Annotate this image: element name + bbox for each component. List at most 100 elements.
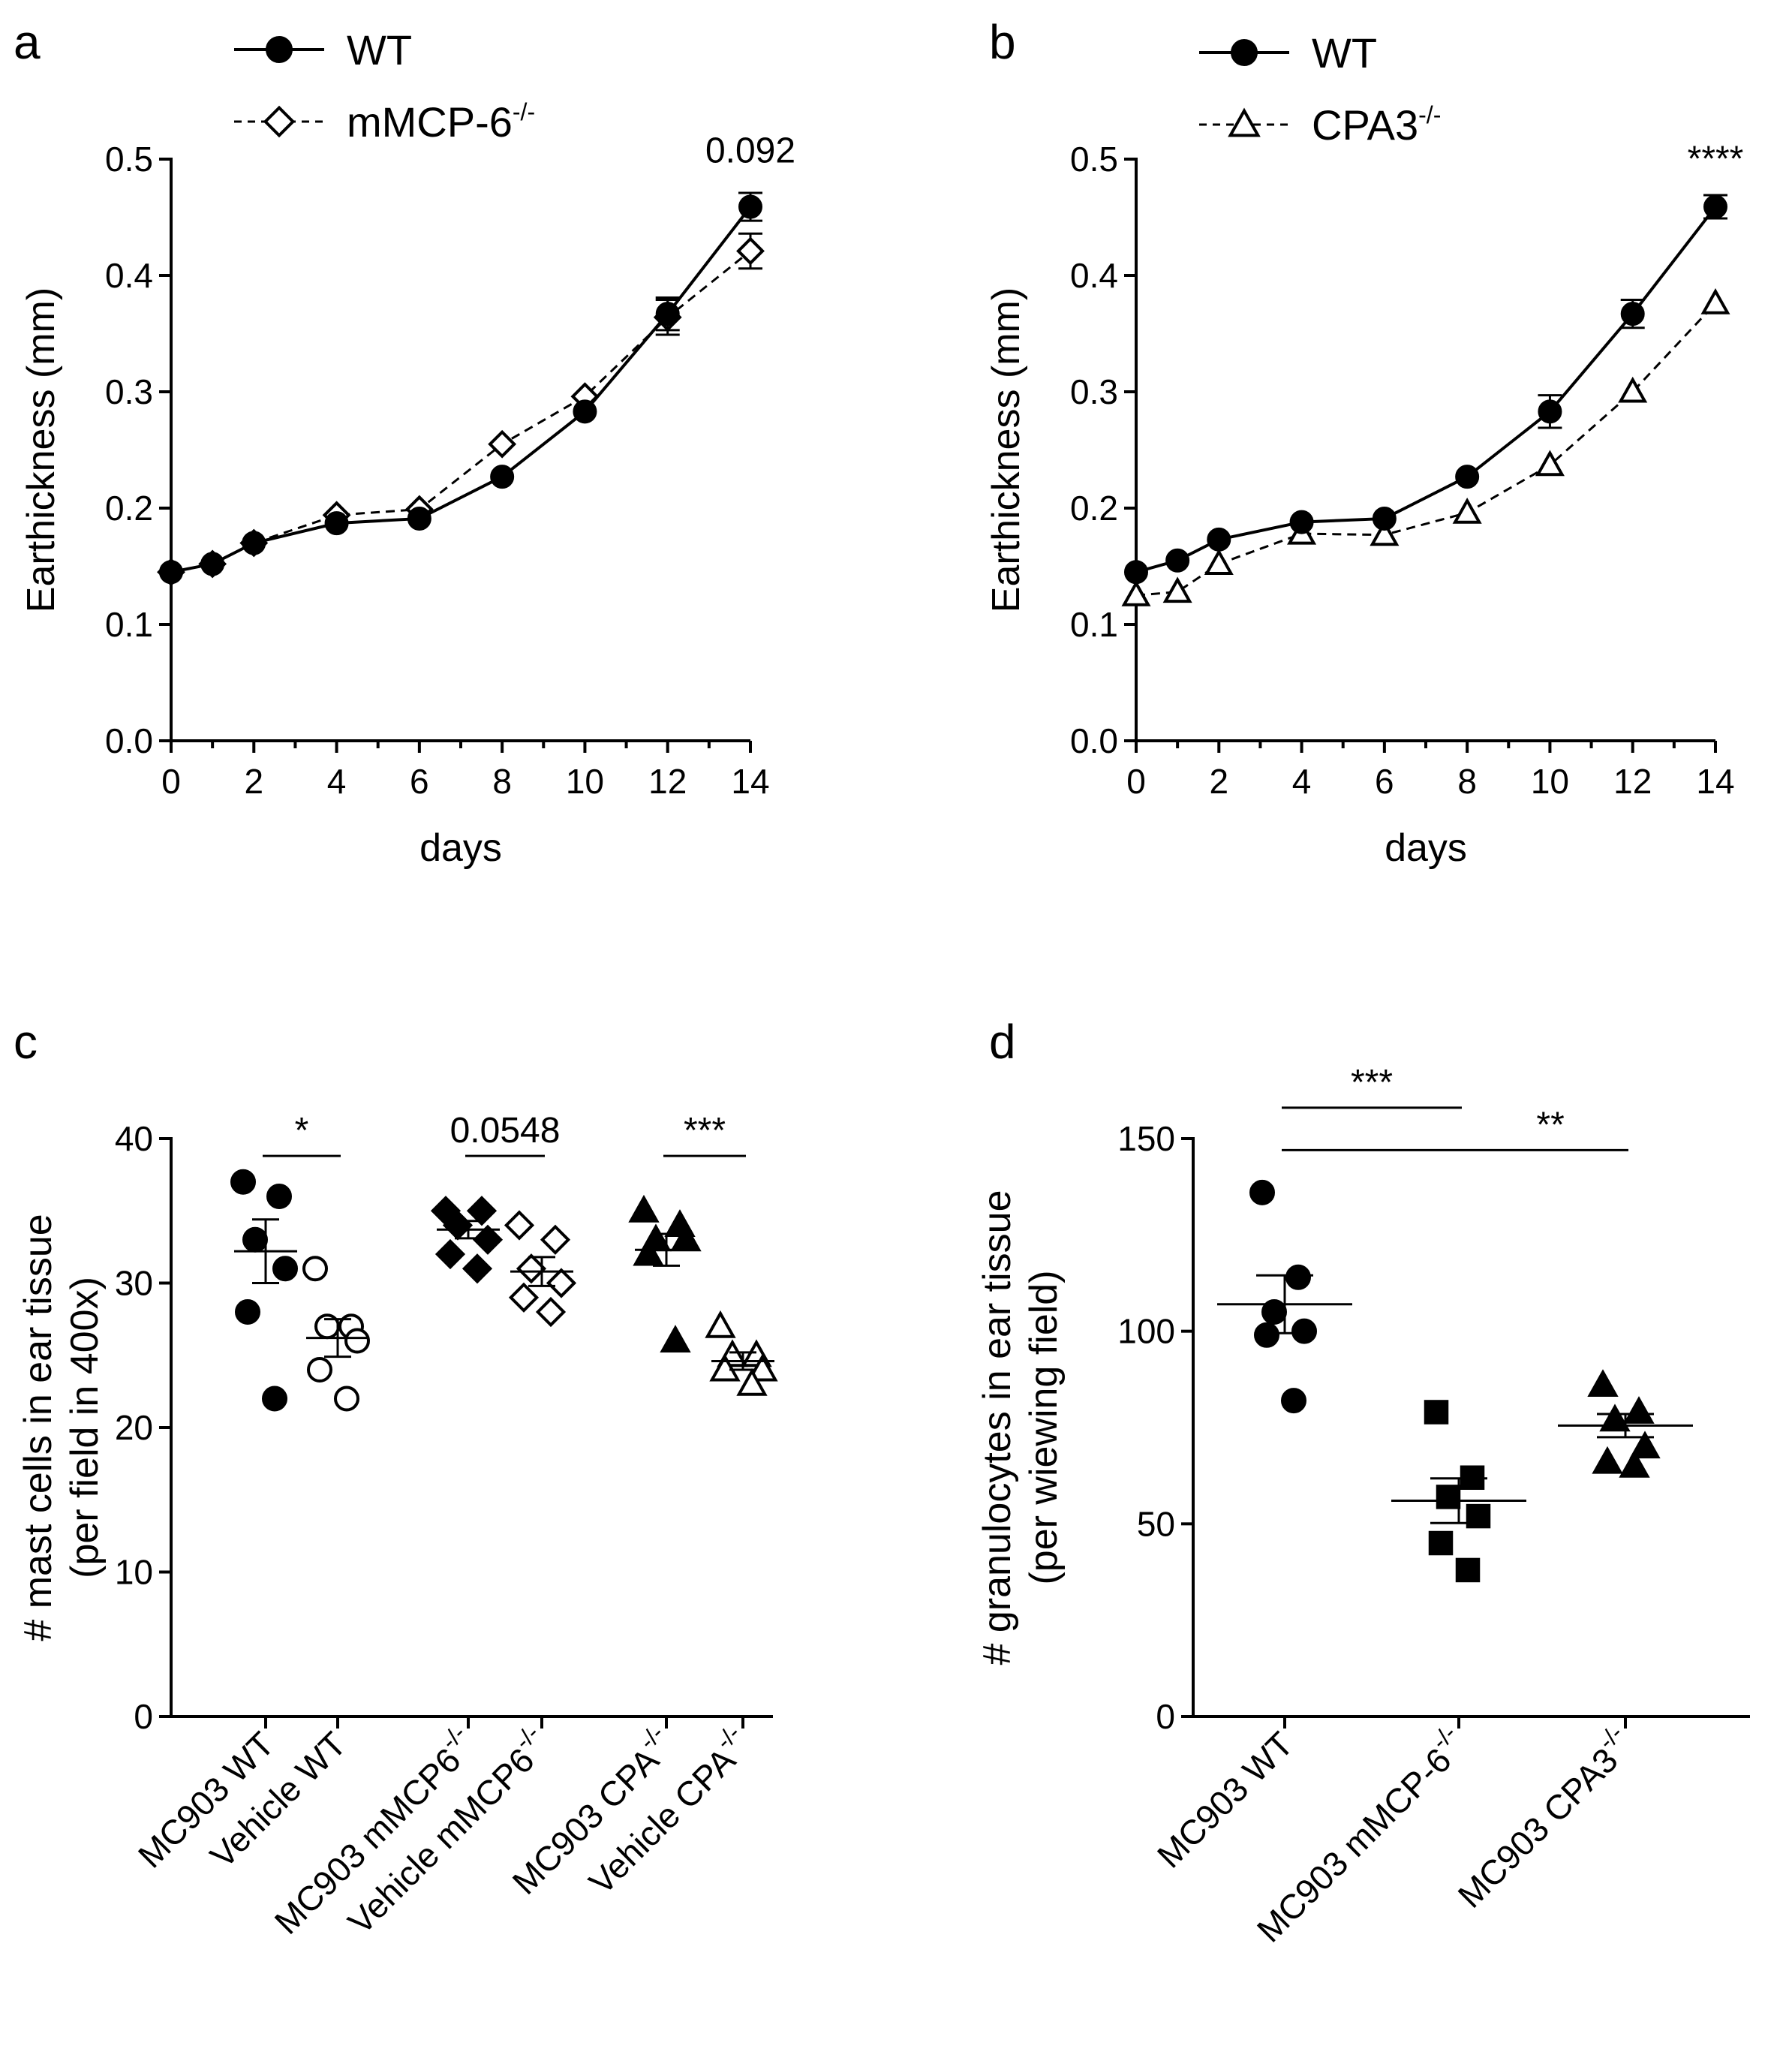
panel-a-series-0-point	[407, 506, 431, 531]
panel-c-y-axis-title: (per field in 400x)	[63, 1277, 107, 1578]
panel-b-series-0-point	[1703, 194, 1727, 219]
panel-a-y-tick-label: 0.5	[105, 140, 153, 179]
panel-c-group-2-point	[434, 1238, 466, 1270]
panel-c-chart: 0 10 20 30 40 # mast cells in ear tissue (per …	[17, 1111, 778, 1942]
panel-b-series-0-point	[1289, 510, 1314, 534]
panel-c-y-tick-label: 40	[115, 1119, 153, 1158]
panel-d-group-1-point	[1428, 1530, 1454, 1556]
panel-d-group-1-point	[1436, 1485, 1461, 1509]
panel-a-y-tick-label: 0.0	[105, 721, 153, 760]
panel-d-group-2-point	[1623, 1396, 1655, 1424]
panel-a-x-tick-label: 4	[327, 762, 347, 801]
panel-d-group-0-point	[1281, 1388, 1306, 1414]
panel-a-y-tick-label: 0.4	[105, 256, 153, 295]
panel-d-group-1-point	[1424, 1400, 1449, 1425]
panel-d-chart: 0 50 100 150 # granulocytes in ear tissue (pe…	[976, 1063, 1750, 1950]
panel-letter-d: d	[989, 1015, 1016, 1069]
panel-c-group-3-point	[504, 1210, 535, 1241]
panel-b-series-0-point	[1455, 465, 1480, 489]
panel-c-y-tick-label: 0	[134, 1697, 153, 1736]
panel-b-series-0-point	[1165, 548, 1190, 573]
panel-c-y-axis-title: # mast cells in ear tissue	[17, 1214, 60, 1641]
panel-letter-b: b	[989, 15, 1016, 69]
panel-c-group-1-point	[344, 1328, 370, 1354]
panel-c-group-0-point	[235, 1299, 260, 1325]
panel-a-x-tick-label: 8	[492, 762, 512, 801]
panel-c-group-3-point	[546, 1268, 577, 1298]
panel-d-comparison-label: **	[1536, 1105, 1564, 1145]
panel-a-x-tick-label: 14	[731, 762, 769, 801]
panel-b-series-1-point	[1121, 580, 1151, 606]
panel-a-series-0-point	[738, 194, 762, 219]
panel-a-y-tick-label: 0.3	[105, 372, 153, 411]
panel-d-group-2-point	[1592, 1446, 1623, 1474]
panel-d-group-0-point	[1249, 1179, 1275, 1205]
panel-a-x-tick-label: 6	[410, 762, 429, 801]
panel-b-series-1-point	[1618, 376, 1648, 403]
panel-d-y-tick-label: 150	[1117, 1119, 1175, 1158]
panel-c-group-1-point	[307, 1357, 332, 1383]
panel-c-group-5-point	[705, 1310, 736, 1338]
panel-b-annotation: ****	[1688, 140, 1744, 179]
panel-c-group-0-point	[230, 1169, 256, 1195]
panel-b-series-0-point	[1538, 399, 1562, 424]
panel-b-y-axis-title: Earthickness (mm)	[985, 287, 1028, 612]
panel-a-legend-label: mMCP-6-/-	[347, 98, 535, 146]
panel-b-x-tick-label: 0	[1126, 762, 1146, 801]
panel-c-group-2-point	[462, 1253, 493, 1284]
panel-b-x-tick-label: 12	[1613, 762, 1652, 801]
panel-c-group-4-point	[628, 1194, 660, 1223]
panel-b-series-0-point	[1620, 302, 1645, 326]
panel-a-x-axis-title: days	[419, 826, 502, 870]
panel-b-x-tick-label: 2	[1209, 762, 1228, 801]
panel-d-category-label: MC903 WT	[1150, 1724, 1300, 1875]
panel-a-y-tick-label: 0.2	[105, 489, 153, 528]
panel-b-y-tick-label: 0.1	[1070, 605, 1118, 644]
panel-b-legend-marker	[1231, 39, 1258, 66]
panel-c-group-1-point	[334, 1386, 359, 1412]
panel-a-legend-marker	[263, 105, 296, 138]
panel-a-x-tick-label: 10	[566, 762, 604, 801]
panel-a-series-0-point	[655, 302, 680, 326]
panel-c-comparison-label: *	[295, 1111, 309, 1151]
panel-b-x-tick-label: 8	[1457, 762, 1477, 801]
panel-b-series-1-point	[1162, 576, 1192, 603]
panel-c-group-4-point	[633, 1238, 664, 1266]
panel-d-group-2-point	[1587, 1369, 1619, 1397]
panel-c-group-0-point	[262, 1386, 287, 1412]
panel-c-y-tick-label: 10	[115, 1553, 153, 1592]
panel-b-chart: 0.0 0.1 0.2 0.3 0.4 0.5 0 2 4 6 8 10 12 14 days Earthic…	[985, 29, 1743, 870]
panel-letter-a: a	[14, 15, 41, 69]
panel-d-group-0-point	[1254, 1322, 1279, 1348]
panel-d-y-axis-title: (per wiewing field)	[1022, 1270, 1066, 1584]
panel-d-group-0-point	[1291, 1318, 1317, 1344]
panel-b-series-0-point	[1372, 506, 1397, 531]
panel-b-x-tick-label: 6	[1375, 762, 1394, 801]
panel-c-group-3-point	[508, 1282, 540, 1313]
panel-c-group-3-point	[535, 1296, 567, 1328]
panel-c-group-5-point	[736, 1367, 768, 1396]
panel-b-y-tick-label: 0.0	[1070, 721, 1118, 760]
panel-c-y-tick-label: 20	[115, 1408, 153, 1447]
panel-b-y-tick-label: 0.5	[1070, 140, 1118, 179]
panel-b-series-1-point	[1700, 288, 1730, 314]
panel-b-y-tick-label: 0.2	[1070, 489, 1118, 528]
panel-b-series-1-point	[1535, 450, 1565, 477]
panel-d-comparison-label: ***	[1351, 1063, 1393, 1103]
panel-c-group-5-point	[747, 1353, 778, 1382]
panel-d-category-label: MC903 CPA3-/-	[1445, 1720, 1641, 1915]
panel-a-legend-marker	[266, 36, 293, 63]
panel-a-series-1-point	[488, 429, 517, 459]
panel-b-x-tick-label: 14	[1696, 762, 1734, 801]
panel-b-x-tick-label: 10	[1531, 762, 1569, 801]
panel-a-legend-label: WT	[347, 26, 412, 74]
panel-b-y-tick-label: 0.3	[1070, 372, 1118, 411]
panel-c-group-2-point	[466, 1196, 498, 1226]
panel-c-group-0-point	[242, 1226, 268, 1253]
panel-a-series-0-point	[573, 399, 597, 424]
panel-b-series-0-point	[1124, 560, 1148, 585]
panel-c-group-4-point	[660, 1325, 691, 1352]
panel-a-series-0-point	[242, 531, 266, 555]
panel-c-group-3-point	[516, 1253, 547, 1284]
panel-b-legend-marker	[1228, 107, 1261, 137]
